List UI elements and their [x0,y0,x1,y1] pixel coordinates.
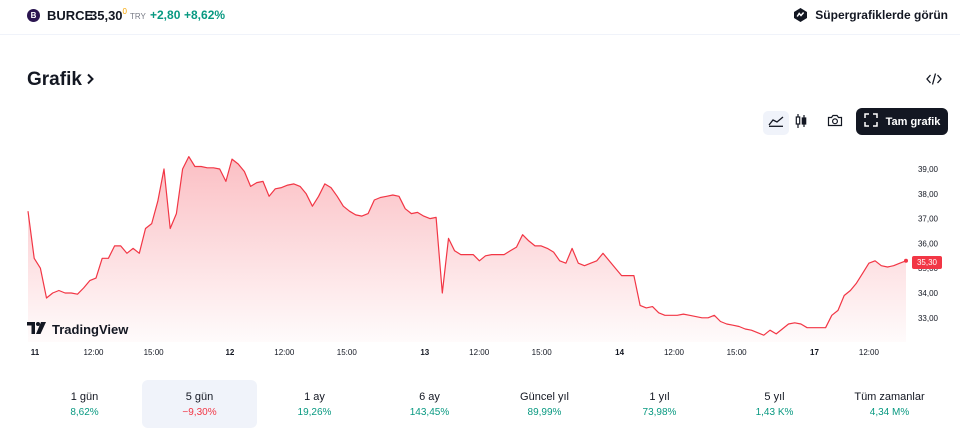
period-change: 89,99% [527,407,562,418]
y-axis-tick-label: 36,00 [918,239,939,248]
y-axis-tick-label: 37,00 [918,215,939,224]
x-axis-tick-label: 17 [810,348,819,357]
y-axis-tick-label: 33,00 [918,314,939,323]
full-chart-button[interactable]: Tam grafik [856,108,948,135]
period-label: Tüm zamanlar [854,391,925,403]
supercharts-label: Süpergrafiklerde görün [815,8,948,22]
candles-chart-type-button[interactable] [788,111,814,135]
x-axis-tick-label: 15:00 [337,348,358,357]
period-change: 143,45% [409,407,450,418]
chevron-right-icon [86,69,95,91]
period-change: −9,30% [182,407,217,418]
top-bar: B BURCE 35,300 TRY +2,80 +8,62% Süpergra… [0,0,960,35]
symbol-change: +2,80 [150,8,181,22]
area-chart-icon [768,114,784,132]
period-selector: 1 gün 8,62% 5 gün −9,30% 1 ay 19,26% 6 ay 143,4… [27,380,947,428]
x-axis-tick-label: 12:00 [83,348,104,357]
period-change: 8,62% [70,407,99,418]
period-label: 1 gün [70,391,99,403]
supercharts-link[interactable]: Süpergrafiklerde görün [792,7,948,23]
period-label: 6 ay [419,391,440,403]
x-axis-tick-label: 12:00 [469,348,490,357]
y-axis-tick-label: 34,00 [918,289,939,298]
period-label: 1 ay [304,391,325,403]
x-axis-tick-label: 15:00 [532,348,553,357]
period-label: 5 gün [185,391,214,403]
symbol-change-percent: +8,62% [184,8,226,22]
x-axis-tick-label: 12 [225,348,234,357]
x-axis-tick-label: 14 [615,348,624,357]
x-axis-tick-label: 12:00 [274,348,295,357]
tradingview-watermark[interactable]: TradingView [27,322,128,337]
x-axis-tick-label: 11 [31,348,40,357]
price-series-line [27,156,907,336]
period-button[interactable]: 1 ay 19,26% [257,380,372,428]
period-label: 5 yıl [764,391,785,403]
symbol-name[interactable]: BURCE [47,8,94,23]
period-change: 1,43 K% [755,407,794,418]
symbol-price-value: 35,30 [90,8,123,23]
period-button[interactable]: 1 yıl 73,98% [602,380,717,428]
area-chart-type-button[interactable] [763,111,789,135]
full-chart-label: Tam grafik [885,115,941,128]
snapshot-button[interactable] [822,111,848,135]
x-axis-tick-label: 15:00 [144,348,165,357]
period-button[interactable]: Tüm zamanlar 4,34 M% [832,380,947,428]
y-axis-tick-label: 39,00 [918,165,939,174]
last-price-badge: 35,30 [912,256,942,269]
supercharts-icon [792,7,809,23]
period-button[interactable]: 5 yıl 1,43 K% [717,380,832,428]
last-price-dot [904,258,908,263]
symbol-currency: TRY [130,12,146,21]
embed-code-icon[interactable] [926,72,942,86]
period-change: 4,34 M% [869,407,910,418]
camera-icon [827,114,843,132]
period-button[interactable]: 6 ay 143,45% [372,380,487,428]
price-area-fill [28,156,906,342]
x-axis-tick-label: 15:00 [727,348,748,357]
candles-icon [794,113,808,134]
symbol-price-superscript: 0 [122,7,127,16]
y-axis-tick-label: 38,00 [918,190,939,199]
chart-title-link[interactable]: Grafik [27,69,95,91]
period-button[interactable]: Güncel yıl 89,99% [487,380,602,428]
tradingview-logo-icon [27,322,47,337]
period-label: 1 yıl [649,391,670,403]
period-button[interactable]: 5 gün −9,30% [142,380,257,428]
period-change: 73,98% [642,407,677,418]
x-axis-tick-label: 13 [420,348,429,357]
fullscreen-icon [863,113,878,130]
symbol-price: 35,300 [90,7,127,23]
tradingview-brand: TradingView [52,322,129,337]
period-label: Güncel yıl [520,391,569,403]
x-axis-tick-label: 12:00 [664,348,685,357]
period-change: 19,26% [297,407,332,418]
symbol-logo: B [27,9,40,22]
x-axis-tick-label: 12:00 [859,348,880,357]
period-button[interactable]: 1 gün 8,62% [27,380,142,428]
chart-title: Grafik [27,69,82,90]
